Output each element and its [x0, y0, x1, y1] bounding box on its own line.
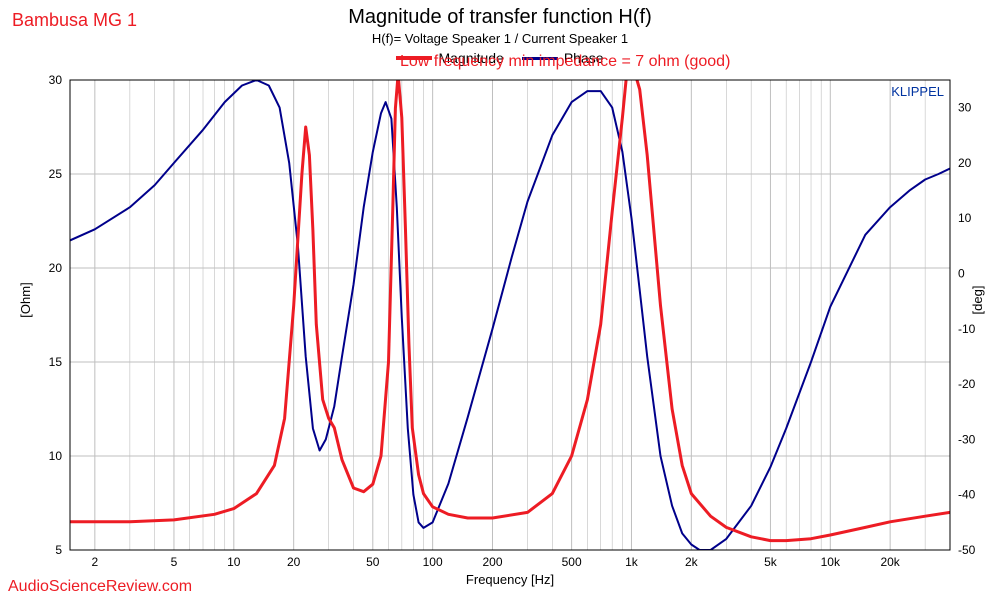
- svg-text:20: 20: [49, 261, 63, 275]
- svg-text:100: 100: [423, 555, 443, 569]
- svg-text:-30: -30: [958, 432, 976, 446]
- chart-svg: 51015202530-50-40-30-20-1001020302510205…: [0, 0, 1000, 600]
- svg-text:10: 10: [958, 211, 972, 225]
- svg-text:1k: 1k: [625, 555, 639, 569]
- svg-text:25: 25: [49, 167, 63, 181]
- svg-text:30: 30: [49, 73, 63, 87]
- svg-text:20k: 20k: [880, 555, 900, 569]
- svg-text:10: 10: [49, 449, 63, 463]
- svg-text:Frequency [Hz]: Frequency [Hz]: [466, 572, 554, 587]
- svg-text:20: 20: [287, 555, 301, 569]
- svg-text:200: 200: [482, 555, 502, 569]
- svg-text:2: 2: [91, 555, 98, 569]
- svg-text:10: 10: [227, 555, 241, 569]
- svg-text:0: 0: [958, 267, 965, 281]
- chart-container: Magnitude of transfer function H(f) H(f)…: [0, 0, 1000, 600]
- svg-text:2k: 2k: [685, 555, 699, 569]
- svg-text:KLIPPEL: KLIPPEL: [891, 84, 944, 99]
- svg-text:30: 30: [958, 101, 972, 115]
- svg-text:10k: 10k: [821, 555, 841, 569]
- svg-text:5k: 5k: [764, 555, 778, 569]
- svg-text:5: 5: [55, 543, 62, 557]
- svg-text:5: 5: [171, 555, 178, 569]
- svg-text:20: 20: [958, 156, 972, 170]
- svg-text:500: 500: [562, 555, 582, 569]
- svg-text:-40: -40: [958, 488, 976, 502]
- svg-text:15: 15: [49, 355, 63, 369]
- svg-text:-10: -10: [958, 322, 976, 336]
- svg-text:-50: -50: [958, 543, 976, 557]
- svg-text:50: 50: [366, 555, 380, 569]
- y-axis-left-label: [Ohm]: [18, 282, 33, 317]
- y-axis-right-label: [deg]: [970, 286, 985, 315]
- svg-text:-20: -20: [958, 377, 976, 391]
